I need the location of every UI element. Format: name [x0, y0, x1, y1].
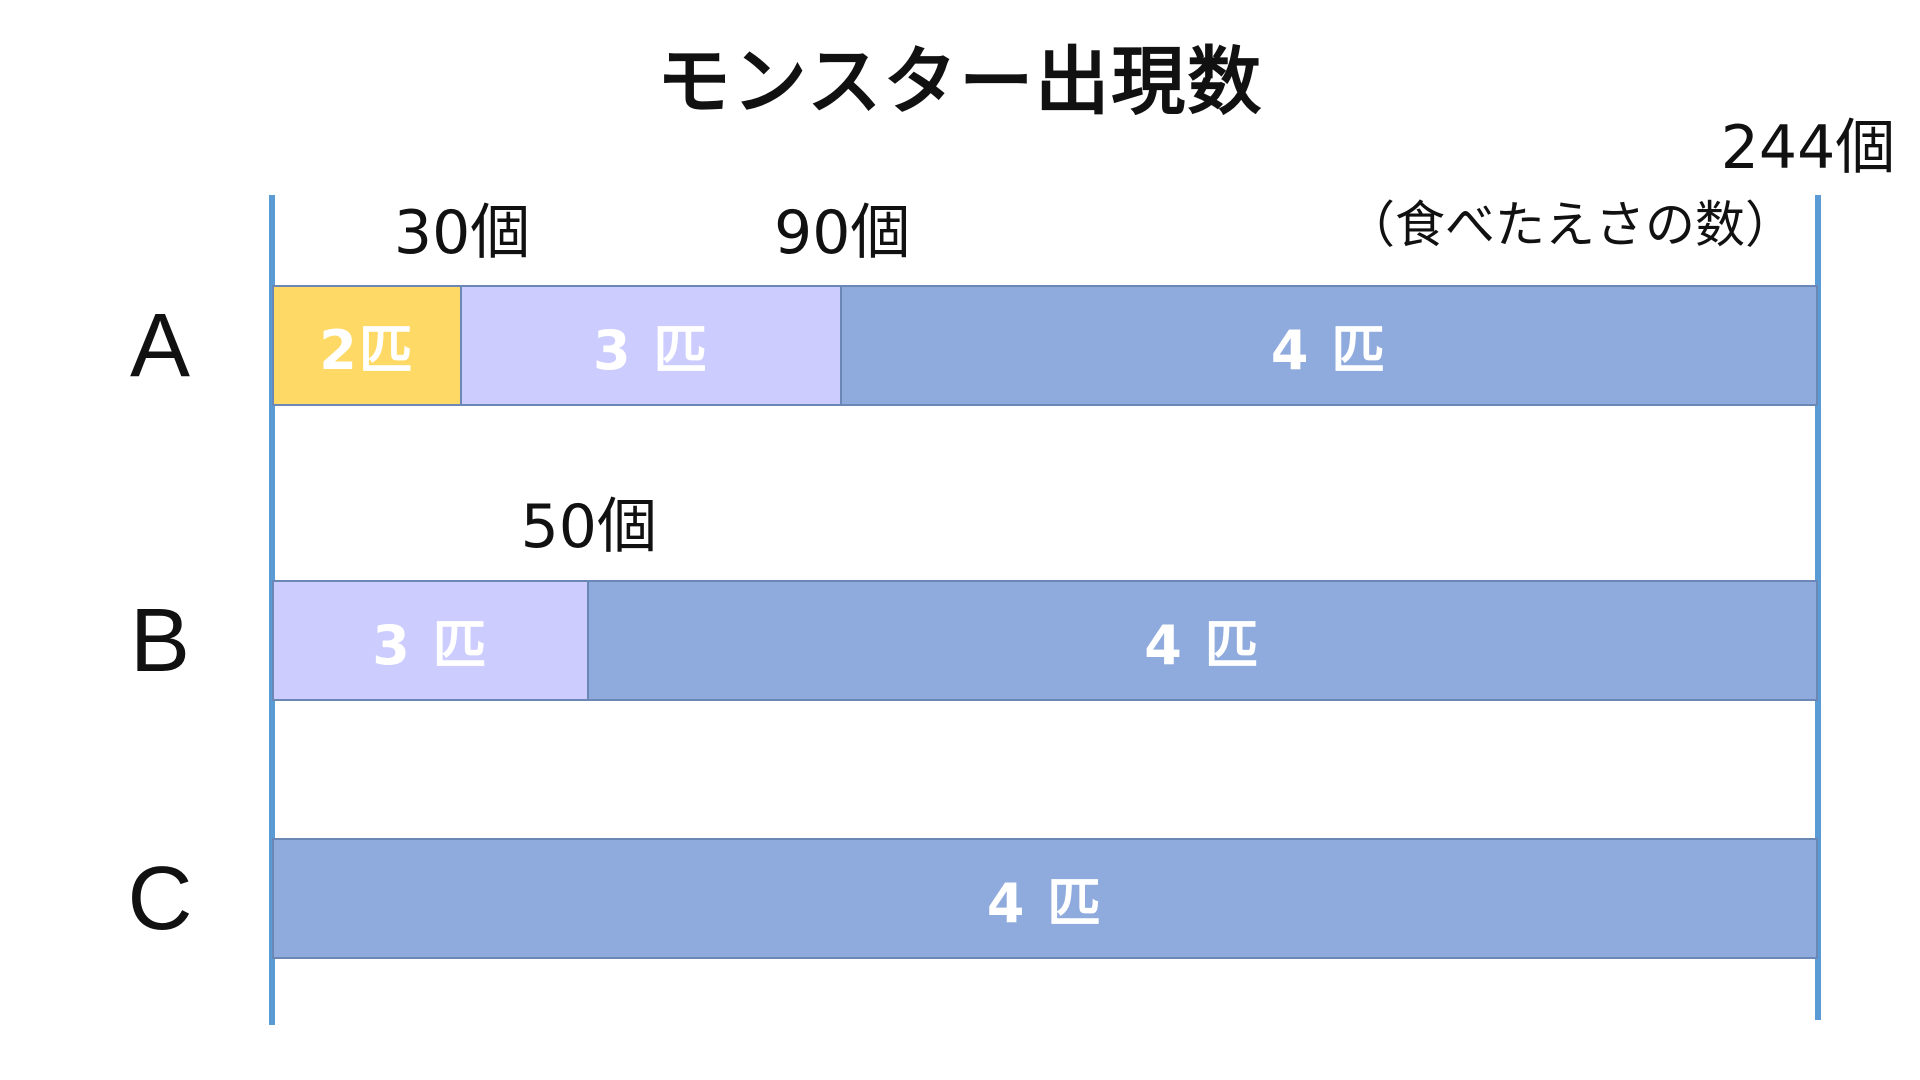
- unit-note: （食べたえさの数）: [1345, 196, 1795, 254]
- axis-end-line: [1815, 195, 1821, 1020]
- boundary-marker-label: 50個: [520, 492, 657, 562]
- boundary-marker-label: 90個: [774, 198, 911, 268]
- row-label-b: B: [129, 591, 191, 691]
- bar-segment: 3 匹: [462, 285, 843, 406]
- bar-segment: 4 匹: [588, 580, 1818, 701]
- diagram-title: モンスター出現数: [656, 39, 1264, 125]
- total-marker-label: 244個: [1720, 113, 1896, 183]
- bar-row-c: 4 匹: [272, 838, 1818, 959]
- row-label-a: A: [129, 296, 191, 396]
- bar-segment: 4 匹: [272, 838, 1818, 959]
- boundary-marker-label: 30個: [393, 198, 531, 268]
- bar-segment: 3 匹: [272, 580, 589, 701]
- bar-segment: 2匹: [272, 285, 463, 406]
- row-label-c: C: [127, 849, 193, 949]
- bar-segment: 4 匹: [842, 285, 1818, 406]
